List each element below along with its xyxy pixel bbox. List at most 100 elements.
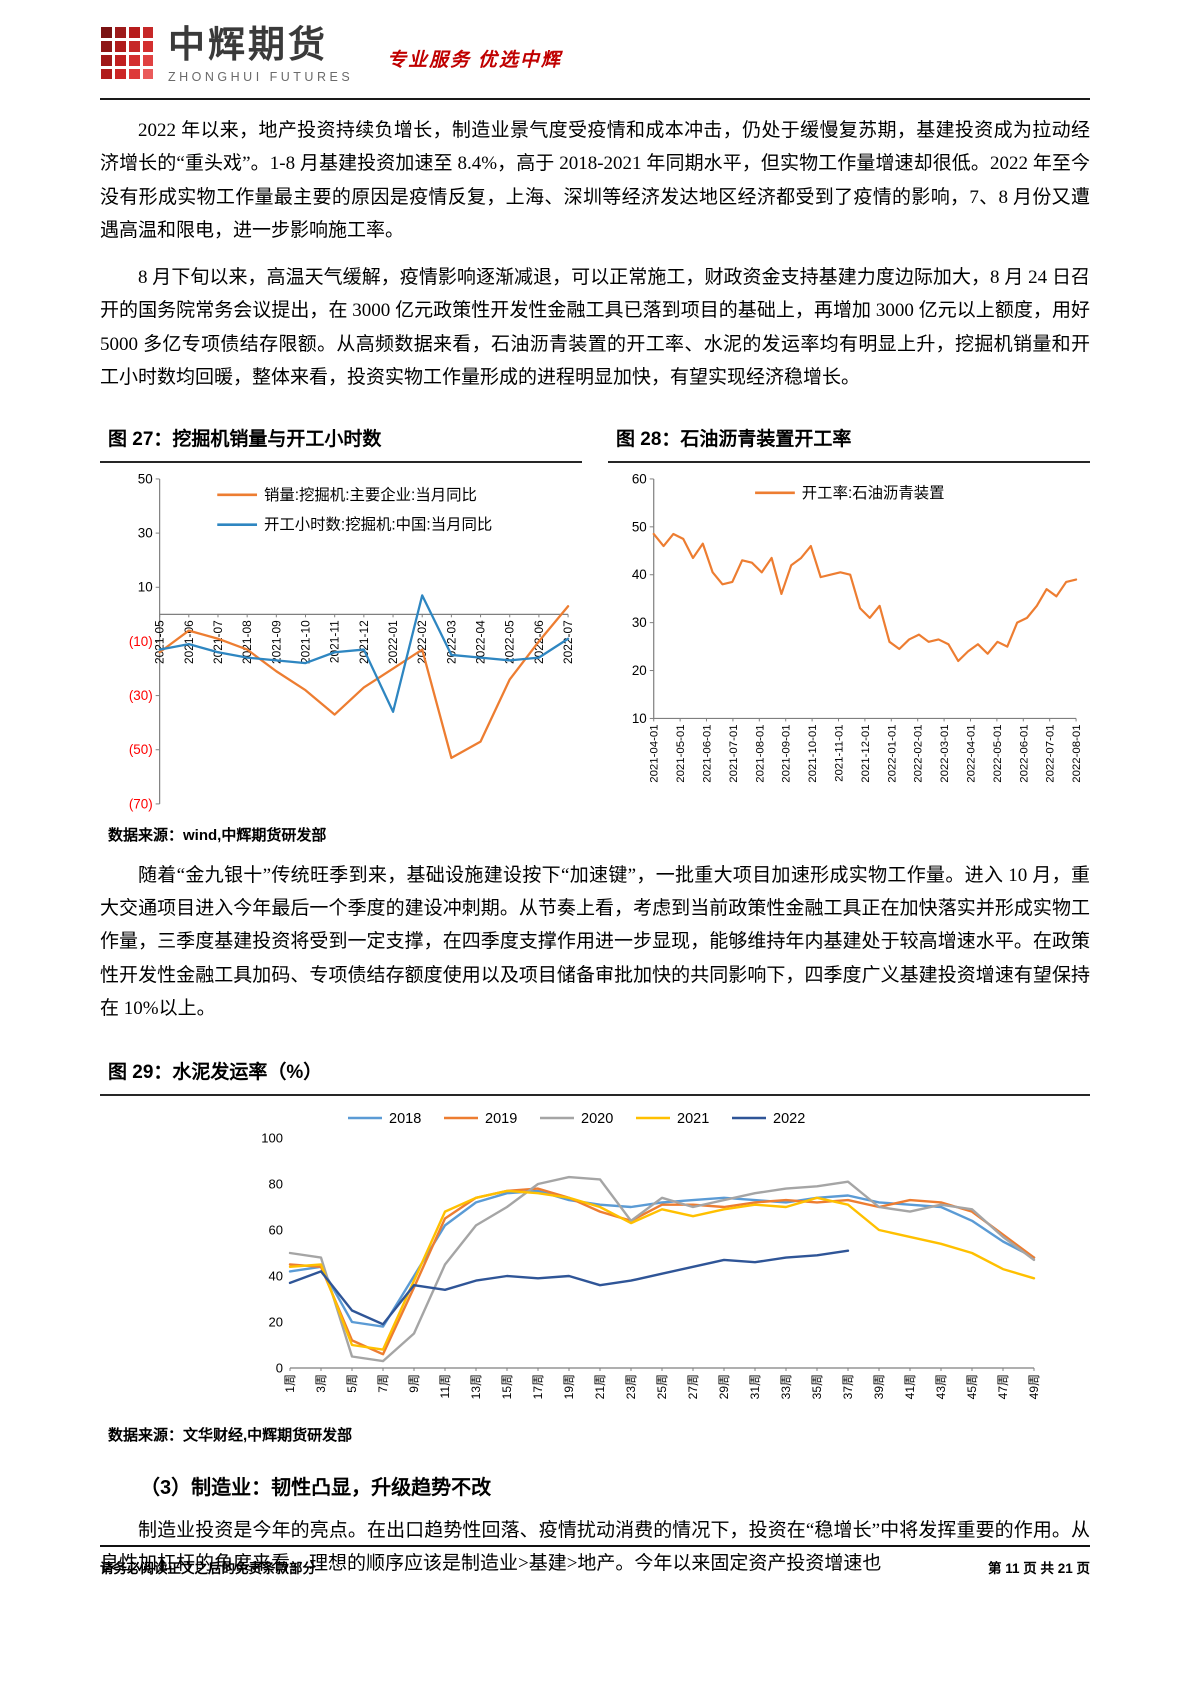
x-axis-label: 2022-06-01: [1018, 724, 1030, 782]
x-axis-label: 2021-10-01: [807, 724, 819, 782]
series-line: [288, 1187, 1036, 1356]
legend-label: 2022: [773, 1111, 805, 1127]
y-axis-tick-label: 20: [269, 1315, 283, 1330]
y-axis-tick-label: 10: [632, 711, 647, 726]
y-axis-tick-label: (50): [129, 742, 153, 757]
x-axis-label: 47周: [996, 1374, 1010, 1399]
fig29-title: 图 29：水泥发运率（%）: [100, 1053, 1090, 1097]
x-axis-label: 13周: [469, 1374, 483, 1399]
brand-name-en: ZHONGHUI FUTURES: [168, 70, 354, 84]
x-axis-label: 15周: [500, 1374, 514, 1399]
x-axis-label: 2022-03-01: [939, 724, 951, 782]
y-axis-tick-label: (10): [129, 634, 153, 649]
brand-logo-icon: [101, 27, 153, 79]
y-axis-tick-label: 30: [138, 526, 153, 541]
x-axis-label: 33周: [779, 1374, 793, 1399]
x-axis-label: 41周: [903, 1374, 917, 1399]
series-line: [288, 1176, 1036, 1363]
y-axis-tick-label: 30: [632, 615, 647, 630]
brand-name: 中辉期货: [168, 24, 328, 65]
legend-label: 2018: [389, 1111, 421, 1127]
brand-text-block: 中辉期货 ZHONGHUI FUTURES: [168, 26, 353, 84]
x-axis-label: 2022-03: [444, 620, 458, 664]
series-line: [158, 594, 570, 713]
x-axis-label: 2022-02: [415, 620, 429, 664]
x-axis-label: 17周: [531, 1374, 545, 1399]
x-axis-label: 3周: [314, 1374, 328, 1393]
x-axis-label: 2022-05: [503, 620, 517, 664]
x-axis-label: 2021-11-01: [833, 724, 845, 782]
x-axis-label: 2021-07-01: [728, 724, 740, 782]
footer-disclaimer: 请务必阅读正文之后的免责条款部分: [100, 1561, 316, 1576]
y-axis-tick-label: 100: [261, 1131, 283, 1146]
fig29-source: 数据来源：文华财经,中辉期货研发部: [108, 1427, 353, 1445]
paragraph-intro: 2022 年以来，地产投资持续负增长，制造业景气度受疫情和成本冲击，仍处于缓慢复…: [100, 120, 1090, 241]
x-axis-label: 2021-06-01: [701, 724, 713, 782]
brand-lockup: 中辉期货 ZHONGHUI FUTURES 专业服务 优选中辉: [100, 0, 1090, 84]
x-axis-label: 2022-01: [386, 620, 400, 664]
footer: 请务必阅读正文之后的免责条款部分 第 11 页 共 21 页: [100, 1545, 1090, 1577]
fig27-excavator-chart: 50 30 10 (10) (30) (50) (70) 2021-05 2021-06 2021…: [129, 471, 575, 811]
x-axis-label: 2021-11: [328, 620, 342, 663]
x-axis-label: 9周: [407, 1374, 421, 1393]
x-axis-label: 2021-07: [211, 620, 225, 664]
x-axis-label: 19周: [562, 1374, 576, 1399]
x-axis-label: 2022-07-01: [1045, 724, 1057, 782]
x-axis-label: 21周: [593, 1374, 607, 1399]
fig27-title: 图 27：挖掘机销量与开工小时数: [100, 420, 582, 463]
y-axis-tick-label: (70): [129, 796, 153, 811]
series-line: [288, 1249, 850, 1326]
fig27-28-source: 数据来源：wind,中辉期货研发部: [108, 826, 327, 844]
y-axis-tick-label: 40: [632, 567, 647, 582]
paragraph-policy: 8 月下旬以来，高温天气缓解，疫情影响逐渐减退，可以正常施工，财政资金支持基建力…: [100, 267, 1090, 388]
x-axis-label: 2021-09-01: [781, 724, 793, 782]
series-line: [288, 1189, 1036, 1328]
y-axis-tick-label: 50: [138, 471, 153, 486]
x-axis-label: 2022-04-01: [965, 724, 977, 782]
x-axis-label: 2022-02-01: [913, 724, 925, 782]
header-divider: [100, 98, 1090, 100]
x-axis-label: 2022-05-01: [992, 724, 1004, 782]
fig29-chart-container: 0 20 40 60 80 100 1周 3周 5周 7周 9周 11周 13周 15周 17周 19周 21周…: [100, 1102, 1090, 1412]
x-axis-label: 43周: [934, 1374, 948, 1399]
legend-label: 2021: [677, 1111, 709, 1127]
y-axis-tick-label: 20: [632, 663, 647, 678]
x-axis-label: 2021-09: [269, 620, 283, 664]
charts-row: 50 30 10 (10) (30) (50) (70) 2021-05 2021-06 2021…: [100, 469, 1090, 812]
y-axis-tick-label: 0: [276, 1361, 283, 1376]
fig29-cement-chart: 0 20 40 60 80 100 1周 3周 5周 7周 9周 11周 13周 15周 17周 19周 21周…: [261, 1111, 1041, 1399]
x-axis-label: 5周: [345, 1374, 359, 1393]
legend-label: 开工率:石油沥青装置: [802, 484, 945, 502]
x-axis-label: 2021-05-01: [675, 724, 687, 782]
brand-tagline: 专业服务 优选中辉: [387, 50, 562, 71]
y-axis-tick-label: (30): [129, 688, 153, 703]
fig28-title: 图 28：石油沥青装置开工率: [608, 420, 1090, 463]
x-axis-label: 23周: [624, 1374, 638, 1399]
x-axis-label: 2022-04: [474, 620, 488, 664]
x-axis-label: 11周: [438, 1374, 452, 1398]
legend-label: 销量:挖掘机:主要企业:当月同比: [264, 486, 477, 504]
y-axis-tick-label: 50: [632, 519, 647, 534]
x-axis-label: 27周: [686, 1374, 700, 1399]
y-axis-tick-label: 60: [632, 471, 647, 486]
x-axis-label: 25周: [655, 1374, 669, 1399]
x-axis-label: 1周: [283, 1374, 297, 1393]
y-axis-tick-label: 10: [138, 580, 153, 595]
paragraph-outlook: 随着“金九银十”传统旺季到来，基础设施建设按下“加速键”，一批重大项目加速形成实…: [100, 864, 1090, 1019]
header: 中辉期货 ZHONGHUI FUTURES 专业服务 优选中辉: [100, 0, 1090, 84]
series-line: [158, 605, 570, 760]
x-axis-label: 2021-12-01: [860, 724, 872, 782]
x-axis-label: 35周: [810, 1374, 824, 1399]
section-3-heading: （3）制造业：韧性凸显，升级趋势不改: [140, 1477, 492, 1500]
series-line: [652, 532, 1078, 663]
figure-titles-row: 图 27：挖掘机销量与开工小时数 图 28：石油沥青装置开工率: [100, 420, 1090, 463]
fig28-chart-container: 60 50 40 30 20 10 2021-04-01 2021-05-01 2021-06-…: [608, 469, 1090, 812]
legend-label: 2019: [485, 1111, 517, 1127]
x-axis-label: 2022-07: [561, 620, 575, 664]
x-axis-label: 31周: [748, 1374, 762, 1399]
y-axis-tick-label: 80: [269, 1177, 283, 1192]
paragraph-manufacturing: 制造业投资是今年的亮点。在出口趋势性回落、疫情扰动消费的情况下，投资在“稳增长”…: [100, 1520, 1090, 1575]
x-axis-label: 2021-06: [182, 620, 196, 664]
